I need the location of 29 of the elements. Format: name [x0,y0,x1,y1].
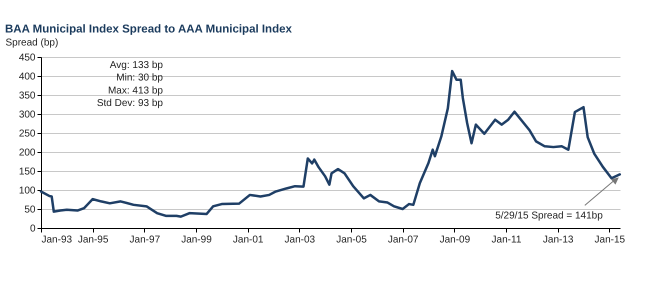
y-tick-label: 250 [18,128,36,140]
x-tick-label: Jan-13 [542,234,574,246]
y-axis-title: Spread (bp) [6,38,58,48]
x-tick-label: Jan-15 [594,234,626,246]
y-tick-label: 50 [24,204,36,216]
annotation: Avg: 133 bp [110,60,164,71]
y-tick-label: 200 [18,148,36,158]
annotation: Std Dev: 93 bp [96,98,164,110]
y-tick-label: 450 [18,52,36,64]
x-tick-label: Jan-99 [181,234,212,246]
chart-title: BAA Municipal Index Spread to AAA Municipal Index [5,24,292,36]
x-tick-label: Jan-05 [336,234,368,246]
annotation: Min: 30 bp [116,72,164,84]
y-tick-label: 100 [18,186,36,196]
y-tick-label: 400 [18,72,36,82]
x-tick-label: Jan-03 [284,234,316,246]
x-tick-label: Jan-95 [78,234,109,246]
y-tick-label: 150 [18,166,36,178]
x-tick-label: Jan-93 [42,234,73,246]
x-tick-label: Jan-11 [492,234,522,246]
y-tick-label: 0 [30,224,36,234]
x-tick-label: Jan-07 [388,234,419,246]
x-tick-label: Jan-01 [232,234,264,246]
x-tick-label: Jan-09 [440,234,471,246]
annotation: Max: 413 bp [108,85,164,96]
annotation: 5/29/15 Spread = 141bp [495,210,604,222]
x-tick-label: Jan-97 [130,234,161,246]
y-tick-label: 300 [18,110,36,120]
y-tick-label: 350 [18,90,36,102]
